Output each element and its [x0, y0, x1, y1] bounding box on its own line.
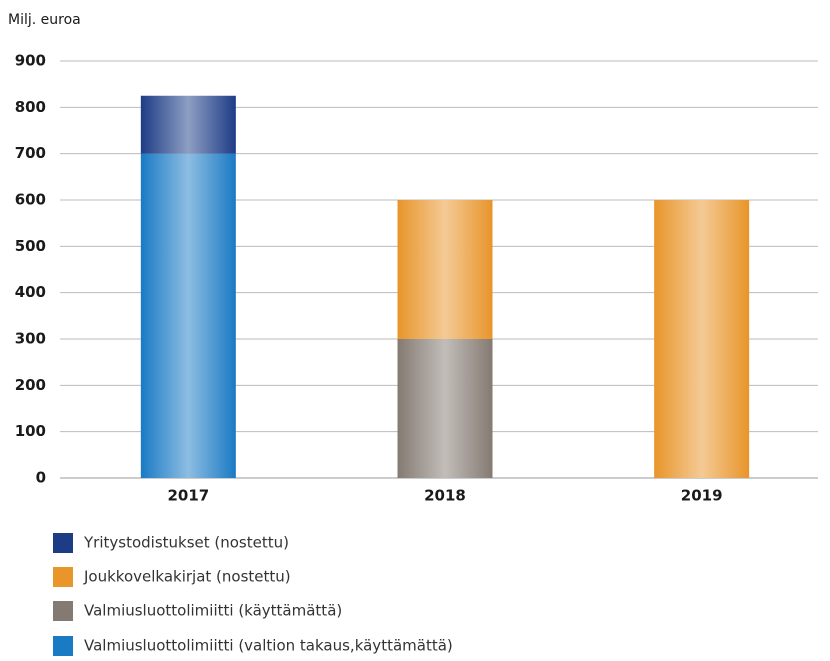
x-tick-label: 2019 [681, 487, 723, 505]
y-tick-label: 900 [15, 52, 46, 70]
legend-swatch [53, 636, 73, 656]
bar-segment [140, 95, 236, 154]
legend-label: Valmiusluottolimiitti (käyttämättä) [84, 602, 342, 620]
y-tick-label: 800 [15, 98, 46, 116]
y-axis-label: Milj. euroa [8, 12, 81, 28]
y-tick-label: 200 [15, 376, 46, 394]
legend-swatch [53, 533, 73, 553]
y-tick-label: 300 [15, 330, 46, 348]
legend-swatch [53, 567, 73, 587]
y-tick-label: 700 [15, 144, 46, 162]
bar-segment [654, 200, 750, 478]
y-tick-label: 0 [36, 469, 46, 487]
legend-swatch [53, 601, 73, 621]
legend-label: Joukkovelkakirjat (nostettu) [83, 568, 291, 586]
y-tick-label: 100 [15, 422, 46, 440]
x-tick-label: 2018 [424, 487, 466, 505]
y-tick-label: 500 [15, 237, 46, 255]
y-tick-label: 400 [15, 283, 46, 301]
legend-label: Valmiusluottolimiitti (valtion takaus,kä… [84, 637, 453, 655]
bar-segment [397, 200, 493, 339]
bar-segment [397, 339, 493, 478]
bar-segment [140, 153, 236, 478]
y-tick-label: 600 [15, 191, 46, 209]
legend-label: Yritystodistukset (nostettu) [83, 534, 289, 552]
x-tick-label: 2017 [167, 487, 209, 505]
